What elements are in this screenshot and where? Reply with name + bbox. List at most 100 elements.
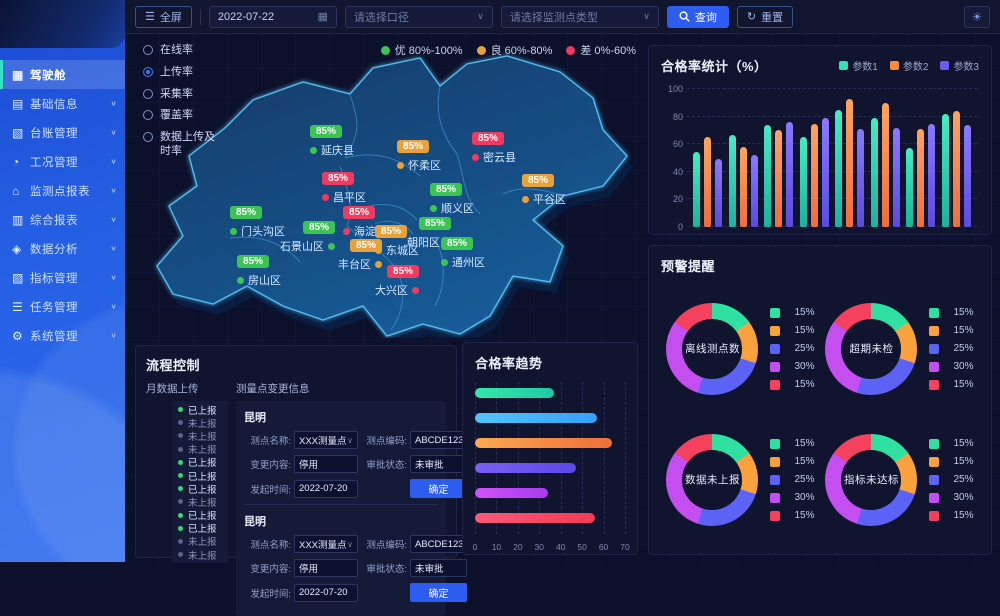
chevron-down-icon: ∨ xyxy=(110,331,117,340)
caliber-select[interactable]: 请选择口径 ∨ xyxy=(344,5,493,28)
district-row: 房山区 xyxy=(237,272,281,288)
donut-legend-value: 15% xyxy=(953,379,974,390)
date-picker[interactable]: 2022-07-22 ▦ xyxy=(208,5,337,28)
sidebar-item-label: 工况管理 xyxy=(30,156,78,169)
metric-radio-1[interactable]: 在线率 xyxy=(143,44,225,58)
legend-swatch-icon xyxy=(770,325,781,336)
sidebar-item-5[interactable]: ⌂ 监测点报表 ∨ xyxy=(0,176,125,205)
start-time-input[interactable]: 2022-07-20 xyxy=(294,479,358,498)
point-code-input[interactable]: ABCDE12345 xyxy=(410,431,467,449)
map-marker[interactable]: 85% 门头沟区 xyxy=(230,204,285,239)
sidebar-item-1[interactable]: ▦ 驾驶舱 xyxy=(0,60,125,89)
district-value-badge: 85% xyxy=(397,140,430,153)
sidebar-menu: ▦ 驾驶舱 ▤ 基础信息 ∨ ▧ 台账管理 ∨ ◔ 工况管理 ∨ ⌂ 监测点报表 ∨ ▥ 综合报表 ∨ ◈ 数据分析… xyxy=(0,60,125,350)
map-marker[interactable]: 85% 顺义区 xyxy=(430,181,474,216)
confirm-button[interactable]: 确定 xyxy=(410,583,467,602)
bar xyxy=(764,124,772,227)
confirm-button[interactable]: 确定 xyxy=(410,479,467,498)
fullscreen-button[interactable]: ☰ 全屏 xyxy=(135,5,192,28)
status-dot-icon xyxy=(178,486,183,492)
status-dot-icon xyxy=(178,459,183,465)
radio-icon xyxy=(143,45,153,55)
upload-status-label: 未上报 xyxy=(188,537,217,549)
donut-legend-item: 25% xyxy=(770,343,815,354)
district-value-badge: 85% xyxy=(419,217,452,230)
district-value-badge: 85% xyxy=(303,221,336,234)
donut-legend-item: 15% xyxy=(770,456,815,467)
change-content-input[interactable]: 停用 xyxy=(294,455,358,473)
bar-group xyxy=(906,89,936,227)
bar xyxy=(821,117,829,227)
sidebar-item-10[interactable]: ⚙ 系统管理 ∨ xyxy=(0,321,125,350)
district-row: 通州区 xyxy=(441,254,485,270)
sidebar-item-2[interactable]: ▤ 基础信息 ∨ xyxy=(0,89,125,118)
map-marker[interactable]: 85% 密云县 xyxy=(472,130,516,165)
start-time-label: 发起时间: xyxy=(250,588,291,600)
district-name: 房山区 xyxy=(248,275,281,287)
sidebar-item-8[interactable]: ▨ 指标管理 ∨ xyxy=(0,263,125,292)
change-info-title: 测量点变更信息 xyxy=(236,383,310,395)
x-gridline xyxy=(475,382,476,534)
sidebar-item-label: 监测点报表 xyxy=(30,185,90,198)
legend-swatch-icon xyxy=(770,492,781,503)
metric-radio-group: 在线率上传率采集率覆盖率数据上传及时率 xyxy=(143,44,225,167)
donut-legend-value: 15% xyxy=(794,379,815,390)
donut-legend-value: 25% xyxy=(794,343,815,354)
point-code-input[interactable]: ABCDE12345 xyxy=(410,535,467,553)
bars-wrap xyxy=(687,89,977,227)
point-name-select[interactable]: XXX测量点 ∨ xyxy=(294,431,358,449)
status-dot-icon xyxy=(178,525,183,531)
district-value-badge: 85% xyxy=(472,132,505,145)
x-tick-label: 10 xyxy=(491,542,502,552)
map-marker[interactable]: 85% 大兴区 xyxy=(375,263,420,298)
search-button[interactable]: 查询 xyxy=(666,5,729,28)
map-marker[interactable]: 85% 怀柔区 xyxy=(397,138,441,173)
donut-legend: 15% 15% 25% 30% 15% xyxy=(929,438,974,521)
donut-legend-item: 25% xyxy=(770,474,815,485)
district-row: 石景山区 xyxy=(269,238,336,254)
form-divider xyxy=(244,504,438,505)
reset-icon: ↻ xyxy=(746,11,757,23)
metric-radio-5[interactable]: 数据上传及时率 xyxy=(143,131,225,159)
legend-swatch-icon xyxy=(839,61,849,70)
upload-status-label: 已上报 xyxy=(188,511,217,523)
reset-button[interactable]: ↻ 重置 xyxy=(736,5,794,28)
bar xyxy=(475,513,595,523)
legend-swatch-icon xyxy=(770,474,781,485)
sidebar-item-9[interactable]: ☰ 任务管理 ∨ xyxy=(0,292,125,321)
approval-status-input[interactable]: 未审批 xyxy=(410,455,467,473)
sidebar-item-6[interactable]: ▥ 综合报表 ∨ xyxy=(0,205,125,234)
x-tick-label: 40 xyxy=(555,542,566,552)
bar-group xyxy=(870,89,900,227)
map-marker[interactable]: 85% 延庆县 xyxy=(310,123,354,158)
map-marker[interactable]: 85% 平谷区 xyxy=(522,172,566,207)
theme-toggle-button[interactable]: ☀ xyxy=(964,5,990,28)
point-name-select[interactable]: XXX测量点 ∨ xyxy=(294,535,358,553)
status-dot-icon xyxy=(178,499,183,505)
map-marker[interactable]: 85% 房山区 xyxy=(237,253,281,288)
x-gridline xyxy=(496,382,498,534)
map-marker[interactable]: 85% 丰台区 xyxy=(338,237,383,272)
map-marker[interactable]: 85% 昌平区 xyxy=(322,170,366,205)
sidebar-item-4[interactable]: ◔ 工况管理 ∨ xyxy=(0,147,125,176)
metric-radio-4[interactable]: 覆盖率 xyxy=(143,109,225,123)
y-gridline: 20 xyxy=(673,194,977,204)
donut-legend-value: 30% xyxy=(953,492,974,503)
donut-legend-item: 15% xyxy=(770,307,815,318)
district-name: 石景山区 xyxy=(280,241,325,253)
metric-radio-3[interactable]: 采集率 xyxy=(143,88,225,102)
map-marker[interactable]: 85% 通州区 xyxy=(441,235,485,270)
bar-group xyxy=(728,89,758,227)
composite-report-icon: ▥ xyxy=(12,212,24,227)
start-time-input[interactable]: 2022-07-20 xyxy=(294,583,358,602)
bar xyxy=(475,413,598,423)
sidebar-item-3[interactable]: ▧ 台账管理 ∨ xyxy=(0,118,125,147)
map-legend-item: 良 60%-80% xyxy=(476,42,552,58)
approval-status-label: 审批状态: xyxy=(366,460,407,471)
sidebar-item-7[interactable]: ◈ 数据分析 ∨ xyxy=(0,234,125,263)
metric-radio-2[interactable]: 上传率 xyxy=(143,66,225,80)
point-type-select[interactable]: 请选择监测点类型 ∨ xyxy=(500,5,659,28)
upload-status-item: 未上报 xyxy=(172,443,228,456)
sidebar-item-label: 指标管理 xyxy=(30,272,78,285)
map-marker[interactable]: 85% 石景山区 xyxy=(280,219,336,254)
